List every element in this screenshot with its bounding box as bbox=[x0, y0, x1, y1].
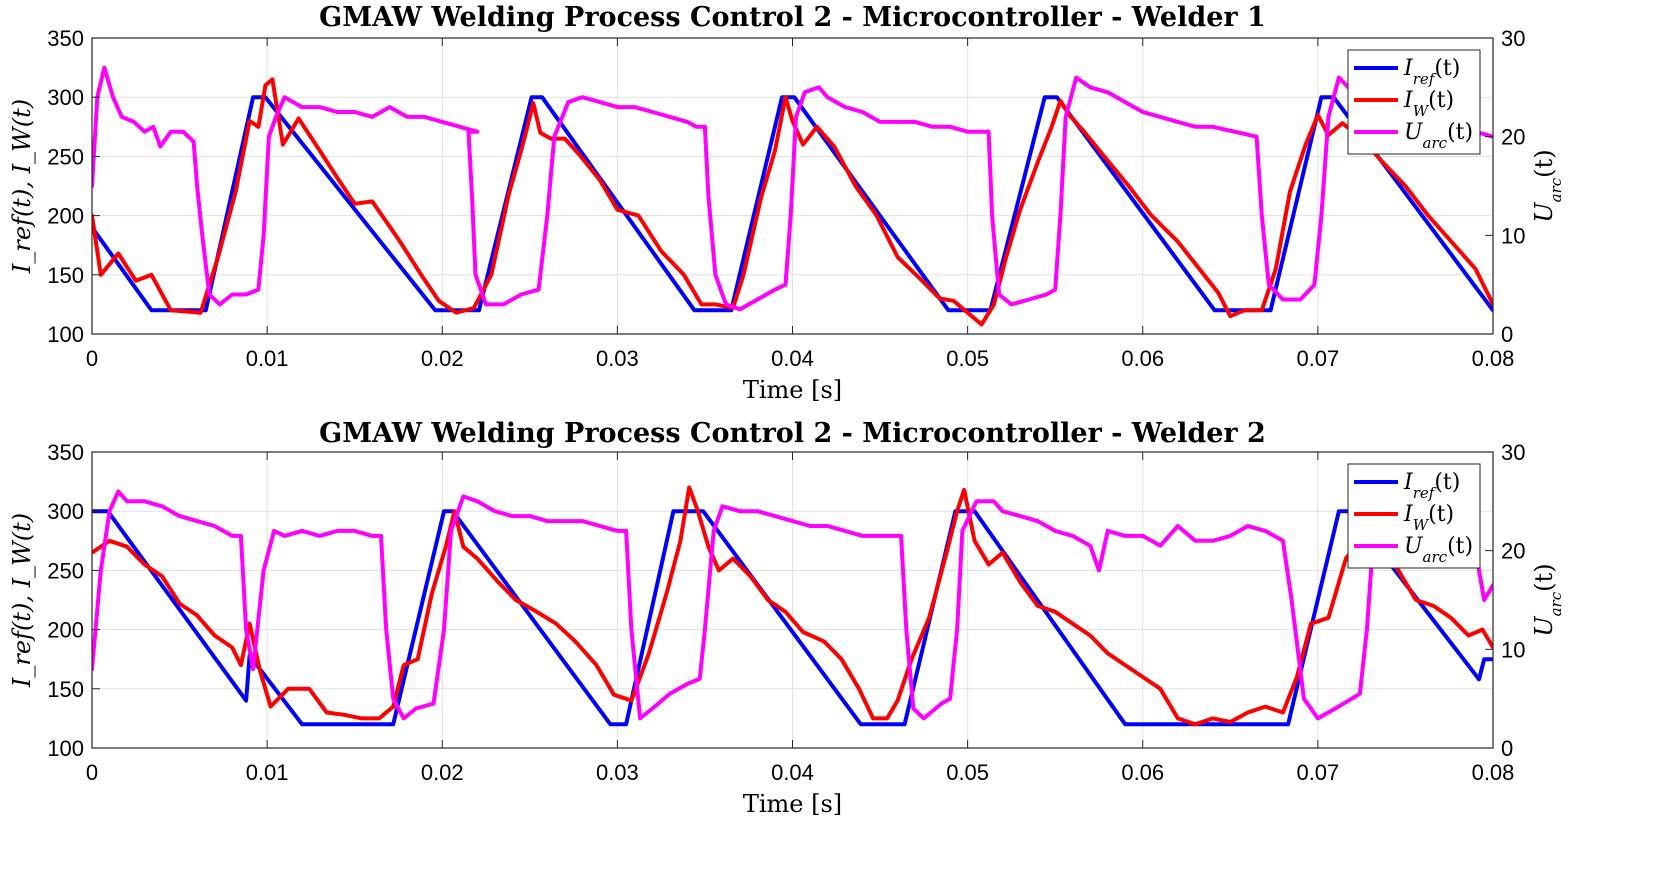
y-left-tick-label: 100 bbox=[47, 736, 84, 761]
y-right-tick-label: 30 bbox=[1501, 26, 1525, 51]
welder-1-panel: GMAW Welding Process Control 2 - Microco… bbox=[8, 2, 1565, 404]
y-left-tick-label: 150 bbox=[47, 263, 84, 288]
x-tick-label: 0 bbox=[86, 760, 98, 785]
y-left-tick-label: 200 bbox=[47, 204, 84, 229]
x-tick-label: 0.04 bbox=[771, 346, 814, 371]
x-tick-label: 0.03 bbox=[596, 346, 639, 371]
series-line-ireft bbox=[92, 509, 1493, 727]
series-group bbox=[92, 65, 1493, 327]
legend-entry-label: Uarc(t) bbox=[1404, 534, 1473, 566]
y-right-tick-label: 30 bbox=[1501, 440, 1525, 465]
y-left-tick-label: 150 bbox=[47, 677, 84, 702]
y-right-tick-label: 10 bbox=[1501, 223, 1525, 248]
x-tick-label: 0.05 bbox=[946, 760, 989, 785]
legend-entry-label: Iref(t) bbox=[1403, 56, 1460, 88]
y-left-axis-label: I_ref(t), I_W(t) bbox=[8, 99, 36, 274]
x-tick-label: 0.02 bbox=[421, 346, 464, 371]
series-line-iwt bbox=[92, 485, 1493, 727]
legend-entry-label: IW(t) bbox=[1403, 502, 1454, 534]
x-tick-label: 0.01 bbox=[246, 346, 289, 371]
series-line-iwt bbox=[92, 77, 1493, 327]
y-left-tick-label: 100 bbox=[47, 322, 84, 347]
x-tick-label: 0.04 bbox=[771, 760, 814, 785]
x-tick-label: 0.05 bbox=[946, 346, 989, 371]
x-tick-label: 0 bbox=[86, 346, 98, 371]
series-line-uarct bbox=[92, 489, 1493, 721]
x-tick-label: 0.06 bbox=[1121, 760, 1164, 785]
y-left-tick-label: 200 bbox=[47, 618, 84, 643]
y-left-tick-label: 250 bbox=[47, 144, 84, 169]
x-tick-label: 0.03 bbox=[596, 760, 639, 785]
y-right-tick-label: 20 bbox=[1501, 539, 1525, 564]
y-right-tick-label: 0 bbox=[1501, 736, 1513, 761]
legend: Iref(t)IW(t)Uarc(t) bbox=[1347, 49, 1481, 155]
y-left-tick-label: 350 bbox=[47, 26, 84, 51]
y-left-tick-label: 250 bbox=[47, 558, 84, 583]
x-tick-label: 0.01 bbox=[246, 760, 289, 785]
legend-entry-label: Uarc(t) bbox=[1404, 120, 1473, 152]
y-right-tick-label: 10 bbox=[1501, 637, 1525, 662]
x-tick-label: 0.08 bbox=[1472, 346, 1515, 371]
legend-entry-label: IW(t) bbox=[1403, 88, 1454, 120]
y-right-axis-label: Uarc(t) bbox=[1530, 563, 1565, 636]
y-left-tick-label: 300 bbox=[47, 85, 84, 110]
x-axis-label: Time [s] bbox=[743, 376, 842, 404]
series-group bbox=[92, 485, 1493, 727]
x-tick-label: 0.02 bbox=[421, 760, 464, 785]
welder-2-panel: GMAW Welding Process Control 2 - Microco… bbox=[8, 418, 1565, 818]
y-right-tick-label: 20 bbox=[1501, 125, 1525, 150]
legend-entry-label: Iref(t) bbox=[1403, 470, 1460, 502]
chart-title: GMAW Welding Process Control 2 - Microco… bbox=[319, 2, 1266, 33]
x-axis-label: Time [s] bbox=[743, 790, 842, 818]
y-left-tick-label: 300 bbox=[47, 499, 84, 524]
legend: Iref(t)IW(t)Uarc(t) bbox=[1347, 463, 1481, 569]
x-tick-label: 0.08 bbox=[1472, 760, 1515, 785]
y-left-tick-label: 350 bbox=[47, 440, 84, 465]
y-right-tick-label: 0 bbox=[1501, 322, 1513, 347]
x-tick-label: 0.07 bbox=[1296, 760, 1339, 785]
series-line-uarct bbox=[92, 65, 1493, 312]
y-left-axis-label: I_ref(t), I_W(t) bbox=[8, 513, 36, 688]
x-tick-label: 0.06 bbox=[1121, 346, 1164, 371]
chart-title: GMAW Welding Process Control 2 - Microco… bbox=[319, 418, 1266, 449]
x-tick-label: 0.07 bbox=[1296, 346, 1339, 371]
y-right-axis-label: Uarc(t) bbox=[1530, 149, 1565, 222]
